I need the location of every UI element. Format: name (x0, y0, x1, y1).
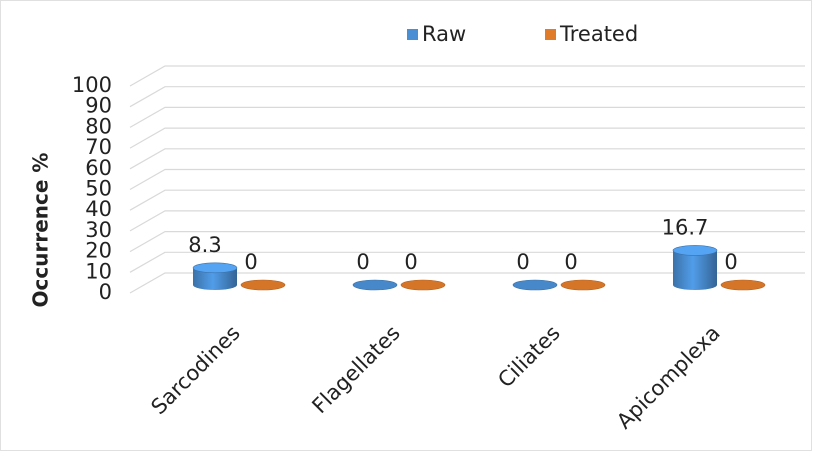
y-tick-label: 10 (85, 259, 112, 283)
y-tick-label: 30 (85, 218, 112, 242)
grid-line (129, 272, 805, 294)
data-label: 0 (244, 250, 257, 274)
grid-line (129, 251, 805, 273)
bar (240, 279, 286, 291)
y-tick-label: 90 (85, 94, 112, 118)
data-label: 0 (724, 250, 737, 274)
data-label: 0 (404, 250, 417, 274)
y-tick-label: 20 (85, 239, 112, 263)
bar-body (193, 267, 237, 290)
bar-top (672, 245, 718, 256)
y-tick-label: 80 (85, 114, 112, 138)
bar (672, 245, 718, 290)
data-label: 16.7 (662, 215, 709, 239)
bar-top (400, 279, 446, 291)
y-tick-label: 40 (85, 197, 112, 221)
legend-label: Raw (422, 22, 466, 46)
grid-line (129, 106, 805, 128)
bar (512, 279, 558, 291)
grid-line (129, 210, 805, 232)
y-tick-label: 0 (99, 280, 112, 304)
bar-body (673, 250, 717, 290)
data-label: 0 (564, 250, 577, 274)
grid-line (129, 189, 805, 211)
y-tick-label: 70 (85, 135, 112, 159)
grid-line (129, 86, 805, 108)
bar-top (352, 279, 398, 291)
bar-top (240, 279, 286, 291)
bar-top (512, 279, 558, 291)
y-tick-label: 100 (72, 73, 112, 97)
grid-line (129, 168, 805, 191)
data-label: 8.3 (188, 233, 221, 257)
bar (192, 262, 238, 290)
legend-swatch (545, 29, 556, 40)
y-tick-label: 50 (85, 177, 112, 201)
y-tick-label: 60 (85, 156, 112, 180)
bar (720, 279, 766, 291)
data-label: 0 (356, 250, 369, 274)
legend-label: Treated (559, 22, 638, 46)
bar (352, 279, 398, 291)
grid-line (129, 65, 805, 87)
legend-swatch (407, 29, 418, 40)
grid-line (129, 127, 805, 149)
data-label: 0 (516, 250, 529, 274)
bar-top (560, 279, 606, 291)
bar (560, 279, 606, 291)
y-axis-title: Occurrence % (29, 153, 53, 308)
grid-line (129, 231, 805, 253)
grid-line (129, 148, 805, 170)
bar-top (720, 279, 766, 291)
bar (400, 279, 446, 291)
bar-top (192, 262, 238, 274)
